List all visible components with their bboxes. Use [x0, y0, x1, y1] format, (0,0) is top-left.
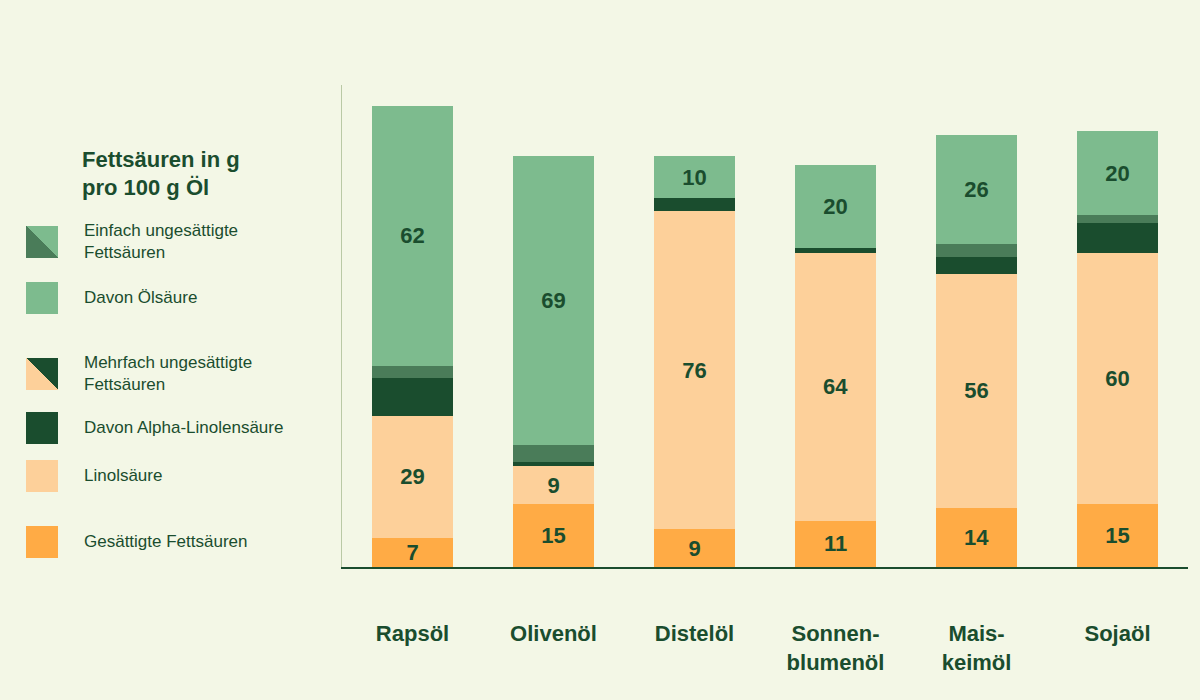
- svg-text:Mais-keimöl: Mais-keimöl: [942, 621, 1012, 675]
- html-text:Mehrfach ungesättigte Fettsäur: Mehrfach ungesättigte Fettsäuren: [84, 353, 253, 394]
- svg-text:Sojaöl: Sojaöl: [1084, 621, 1150, 646]
- svg-text:29: 29: [400, 464, 424, 489]
- svg-text:62: 62: [400, 223, 424, 248]
- svg-text:9: 9: [688, 536, 700, 561]
- html-text:Davon Ölsäure: Davon Ölsäure: [84, 288, 198, 307]
- svg-text:26: 26: [964, 177, 988, 202]
- svg-text:64: 64: [823, 374, 848, 399]
- svg-text:9: 9: [547, 473, 559, 498]
- html-text:Linolsäure: Linolsäure: [84, 466, 163, 485]
- svg-text:69: 69: [541, 288, 565, 313]
- svg-text:Distelöl: Distelöl: [655, 621, 734, 646]
- svg-text:Olivenöl: Olivenöl: [510, 621, 597, 646]
- svg-text:11: 11: [824, 531, 847, 556]
- svg-text:60: 60: [1105, 366, 1129, 391]
- svg-text:76: 76: [682, 358, 706, 383]
- html-text:Gesättigte Fettsäuren: Gesättigte Fettsäuren: [84, 532, 248, 551]
- svg-text:7: 7: [406, 540, 418, 565]
- svg-text:15: 15: [541, 523, 565, 548]
- svg-text:Sonnen-blumenöl: Sonnen-blumenöl: [787, 621, 885, 675]
- svg-text:20: 20: [1105, 161, 1129, 186]
- html-text:Davon Alpha-Linolensäure: Davon Alpha-Linolensäure: [84, 418, 284, 437]
- html-text:Fettsäuren in g pro 100 g Öl: Fettsäuren in g pro 100 g Öl: [82, 147, 240, 200]
- svg-text:56: 56: [964, 378, 988, 403]
- svg-text:14: 14: [964, 525, 989, 550]
- svg-text:Rapsöl: Rapsöl: [376, 621, 449, 646]
- svg-text:10: 10: [682, 165, 706, 190]
- svg-text:20: 20: [823, 194, 847, 219]
- html-text:Einfach ungesättigte Fettsäure: Einfach ungesättigte Fettsäuren: [84, 221, 239, 262]
- svg-text:15: 15: [1105, 523, 1129, 548]
